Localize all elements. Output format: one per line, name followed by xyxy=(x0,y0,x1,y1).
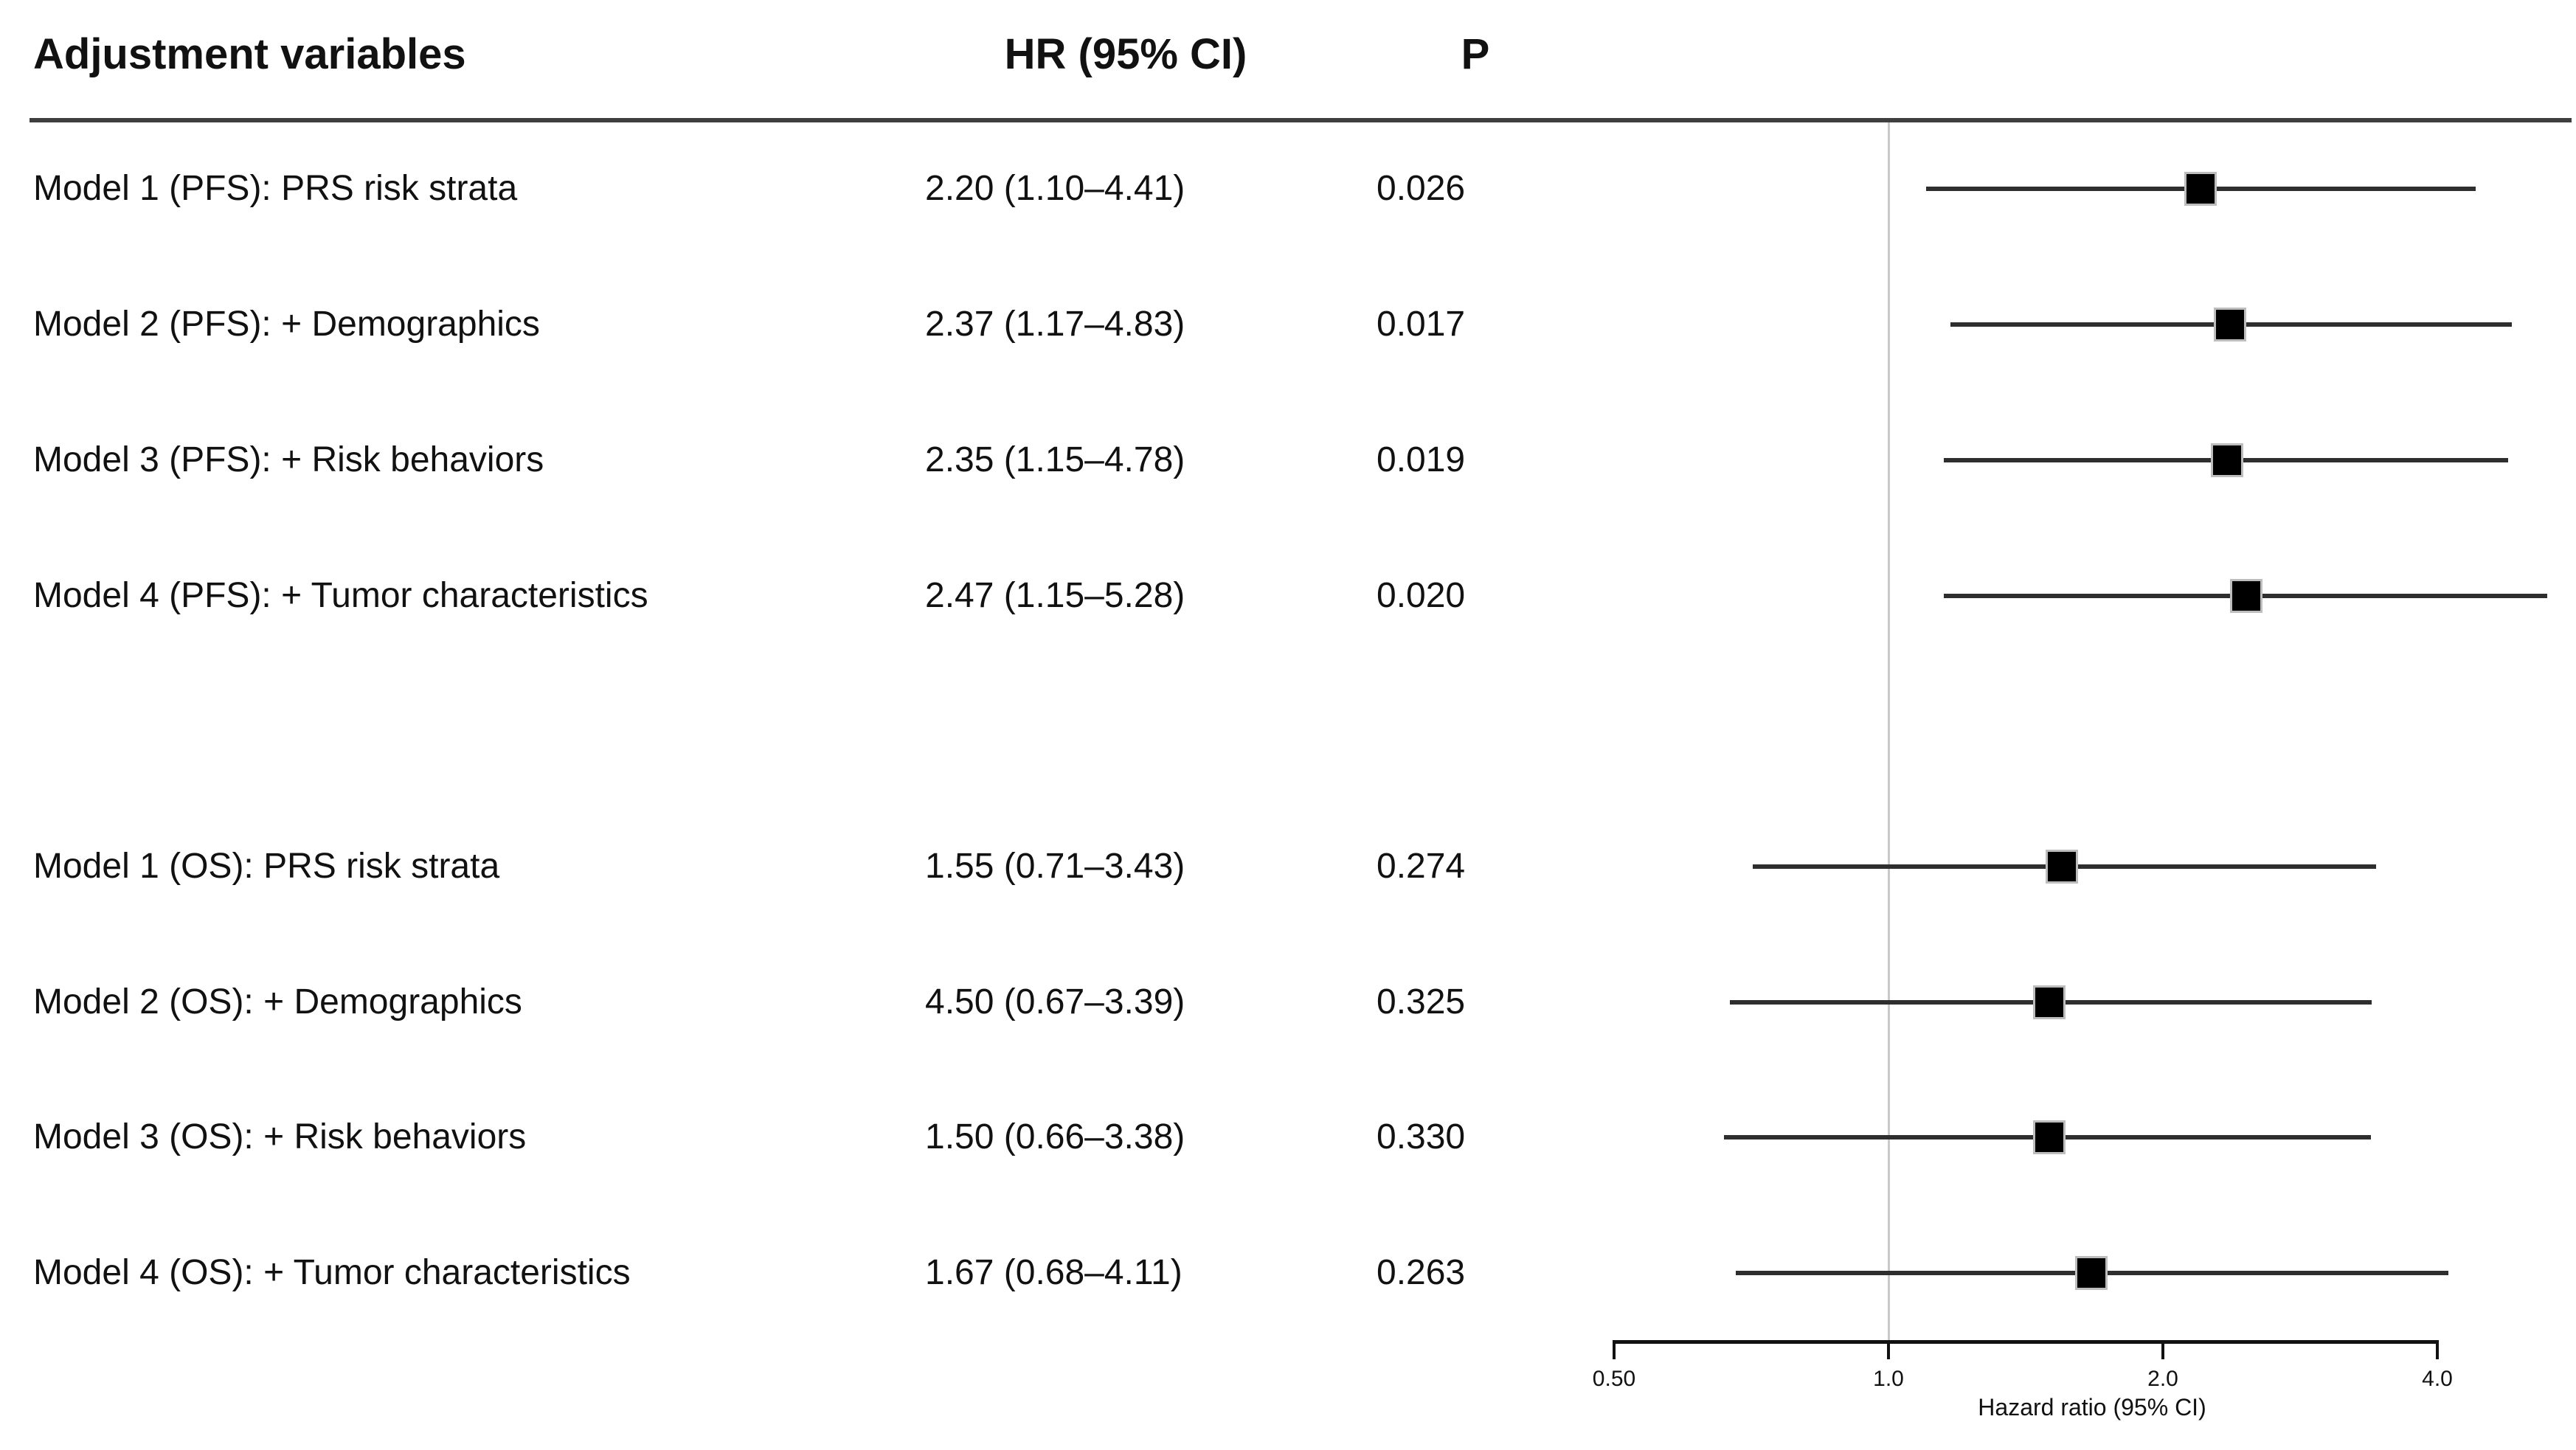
row-p-value: 0.017 xyxy=(1377,305,1466,344)
reference-line-hr-1 xyxy=(1887,122,1890,1340)
hr-marker xyxy=(2032,985,2066,1019)
row-label: Model 1 (PFS): PRS risk strata xyxy=(33,169,518,208)
row-p-value: 0.020 xyxy=(1377,576,1466,615)
x-axis-tick xyxy=(1887,1340,1890,1359)
x-axis-tick xyxy=(1613,1340,1616,1359)
x-axis-line xyxy=(1614,1340,2437,1344)
row-hr-ci-value: 1.55 (0.71–3.43) xyxy=(925,847,1185,886)
hr-marker xyxy=(2046,850,2079,884)
row-label: Model 4 (PFS): + Tumor characteristics xyxy=(33,576,648,615)
row-hr-ci-value: 2.47 (1.15–5.28) xyxy=(925,576,1185,615)
column-header-adjustment-variables: Adjustment variables xyxy=(33,30,466,78)
row-hr-ci-value: 2.37 (1.17–4.83) xyxy=(925,305,1185,344)
row-p-value: 0.026 xyxy=(1377,169,1466,208)
x-axis-tick xyxy=(2161,1340,2164,1359)
row-hr-ci-value: 2.20 (1.10–4.41) xyxy=(925,169,1185,208)
row-hr-ci-value: 1.67 (0.68–4.11) xyxy=(925,1253,1183,1292)
x-axis-tick-label: 0.50 xyxy=(1592,1367,1636,1391)
hr-marker xyxy=(2230,579,2263,613)
header-rule xyxy=(30,118,2572,122)
column-header-p: P xyxy=(1461,30,1490,78)
row-p-value: 0.330 xyxy=(1377,1117,1466,1156)
row-label: Model 1 (OS): PRS risk strata xyxy=(33,847,500,886)
row-hr-ci-value: 4.50 (0.67–3.39) xyxy=(925,982,1185,1021)
row-label: Model 3 (PFS): + Risk behaviors xyxy=(33,440,544,479)
row-p-value: 0.263 xyxy=(1377,1253,1466,1292)
hr-marker xyxy=(2032,1120,2066,1154)
x-axis-tick-label: 2.0 xyxy=(2147,1367,2178,1391)
row-hr-ci-value: 1.50 (0.66–3.38) xyxy=(925,1117,1185,1156)
x-axis-tick-label: 4.0 xyxy=(2422,1367,2453,1391)
row-p-value: 0.274 xyxy=(1377,847,1466,886)
row-label: Model 2 (OS): + Demographics xyxy=(33,982,522,1021)
x-axis-tick-label: 1.0 xyxy=(1873,1367,1904,1391)
hr-marker xyxy=(2214,308,2247,341)
row-label: Model 2 (PFS): + Demographics xyxy=(33,305,540,344)
x-axis-title: Hazard ratio (95% CI) xyxy=(1978,1394,2206,1420)
row-hr-ci-value: 2.35 (1.15–4.78) xyxy=(925,440,1185,479)
hr-marker xyxy=(2075,1256,2108,1290)
row-label: Model 3 (OS): + Risk behaviors xyxy=(33,1117,527,1156)
x-axis-tick xyxy=(2436,1340,2439,1359)
row-p-value: 0.019 xyxy=(1377,440,1466,479)
row-label: Model 4 (OS): + Tumor characteristics xyxy=(33,1253,631,1292)
hr-marker xyxy=(2184,172,2217,206)
hr-marker xyxy=(2210,443,2243,477)
row-p-value: 0.325 xyxy=(1377,982,1466,1021)
column-header-hr-ci: HR (95% CI) xyxy=(1004,30,1247,78)
